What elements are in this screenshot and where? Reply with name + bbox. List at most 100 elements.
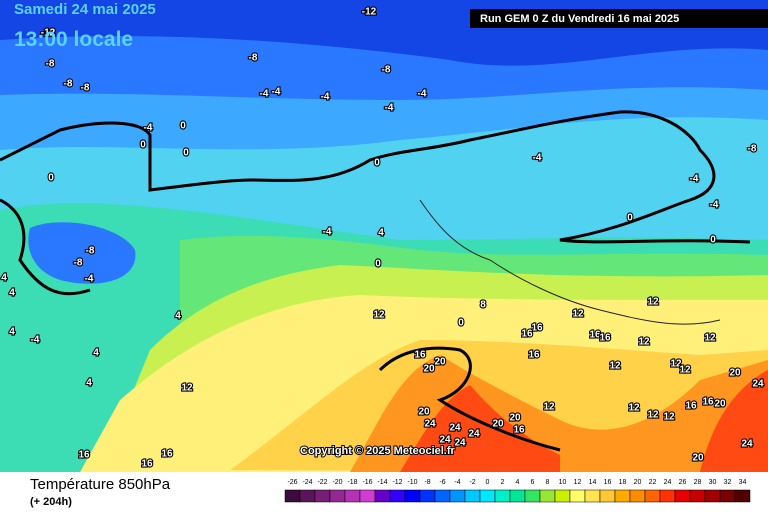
contour-label: 20 <box>714 399 726 410</box>
contour-label: 16 <box>414 350 426 361</box>
contour-label: 24 <box>454 438 466 449</box>
contour-label: -8 <box>64 79 73 90</box>
contour-label: -4 <box>272 87 281 98</box>
contour-label: 24 <box>741 439 753 450</box>
contour-label: -8 <box>249 53 258 64</box>
scale-swatch <box>464 489 481 503</box>
scale-label: 12 <box>574 479 582 486</box>
contour-label: 12 <box>628 403 640 414</box>
scale-label: -2 <box>469 479 475 486</box>
contour-label: 4 <box>9 327 15 338</box>
color-scale: -26 -24 -22 -20 -18 -16 -14 -12 -10 -8 -6 -4 -2 0 2 4 6 8… <box>284 479 751 503</box>
scale-label: -10 <box>407 479 417 486</box>
contour-label: 24 <box>439 435 451 446</box>
contour-label: 12 <box>373 310 385 321</box>
scale-swatch <box>599 489 616 503</box>
contour-label: 16 <box>78 450 90 461</box>
scale-swatch <box>314 489 331 503</box>
contour-label: -4 <box>323 227 332 238</box>
scale-swatch <box>734 489 751 503</box>
scale-label: 30 <box>709 479 717 486</box>
run-info: Run GEM 0 Z du Vendredi 16 mai 2025 <box>480 13 679 25</box>
scale-label: -24 <box>302 479 312 486</box>
contour-label: 24 <box>424 419 436 430</box>
contour-label: 16 <box>531 323 543 334</box>
contour-label: -4 <box>690 174 699 185</box>
contour-label: 12 <box>638 337 650 348</box>
contour-label: 12 <box>572 309 584 320</box>
scale-label: 10 <box>559 479 567 486</box>
contour-label: 20 <box>418 407 430 418</box>
scale-label: -16 <box>362 479 372 486</box>
contour-label: 0 <box>458 318 464 329</box>
contour-label: 16 <box>161 449 173 460</box>
scale-swatch <box>389 489 406 503</box>
scale-swatch <box>674 489 691 503</box>
contour-label: 16 <box>589 330 601 341</box>
scale-swatch <box>689 489 706 503</box>
contour-label: 0 <box>375 259 381 270</box>
scale-label: 4 <box>516 479 520 486</box>
coastline <box>419 199 721 325</box>
contour-label: 20 <box>434 357 446 368</box>
scale-label: 20 <box>634 479 642 486</box>
contour-label: 4 <box>175 311 181 322</box>
scale-swatch <box>449 489 466 503</box>
scale-swatch <box>614 489 631 503</box>
contour-label: -12 <box>362 7 377 18</box>
contour-label: 16 <box>702 397 714 408</box>
contour-label: 12 <box>543 402 555 413</box>
scale-swatch <box>419 489 436 503</box>
scale-swatch <box>479 489 496 503</box>
contour-label: 20 <box>692 453 704 464</box>
contour-label: -4 <box>260 89 269 100</box>
contour-label: 4 <box>9 288 15 299</box>
scale-swatch <box>644 489 661 503</box>
scale-label: -20 <box>332 479 342 486</box>
scale-swatch <box>434 489 451 503</box>
contour-label: 12 <box>647 410 659 421</box>
scale-label: -6 <box>439 479 445 486</box>
contour-label: 16 <box>141 459 153 470</box>
scale-label: -22 <box>317 479 327 486</box>
isotherm-zero <box>0 110 751 244</box>
contour-label: 20 <box>729 368 741 379</box>
contour-label: 24 <box>752 379 764 390</box>
scale-swatch <box>344 489 361 503</box>
contour-label: -12 <box>41 28 56 39</box>
contour-label: 0 <box>374 158 380 169</box>
contour-label: 24 <box>468 429 480 440</box>
scale-label: 28 <box>694 479 702 486</box>
contour-label: 0 <box>627 213 633 224</box>
contour-label: 12 <box>663 412 675 423</box>
scale-label: 24 <box>664 479 672 486</box>
contour-label: 16 <box>528 350 540 361</box>
contour-label: 16 <box>599 333 611 344</box>
contour-label: 16 <box>521 329 533 340</box>
contour-label: 4 <box>93 348 99 359</box>
contour-label: 4 <box>378 228 384 239</box>
lead-time: (+ 204h) <box>30 496 72 508</box>
scale-swatch <box>329 489 346 503</box>
isotherm-twenty <box>378 346 561 452</box>
field-24 <box>400 385 560 472</box>
contour-label: 0 <box>140 140 146 151</box>
parameter: Température 850hPa <box>30 476 171 493</box>
contour-label: 12 <box>181 383 193 394</box>
scale-swatch <box>569 489 586 503</box>
contour-label: -4 <box>321 92 330 103</box>
contour-label: -4 <box>31 335 40 346</box>
contour-label: -4 <box>418 89 427 100</box>
scale-label: 26 <box>679 479 687 486</box>
scale-label: -8 <box>424 479 430 486</box>
scale-label: 18 <box>619 479 627 486</box>
field-low <box>28 222 136 284</box>
contour-label: 20 <box>509 413 521 424</box>
contour-label: 16 <box>513 425 525 436</box>
contour-label: 0 <box>183 148 189 159</box>
contour-label: 0 <box>710 235 716 246</box>
contour-label: -4 <box>85 274 94 285</box>
scale-label: -4 <box>454 479 460 486</box>
contour-label: 20 <box>423 364 435 375</box>
